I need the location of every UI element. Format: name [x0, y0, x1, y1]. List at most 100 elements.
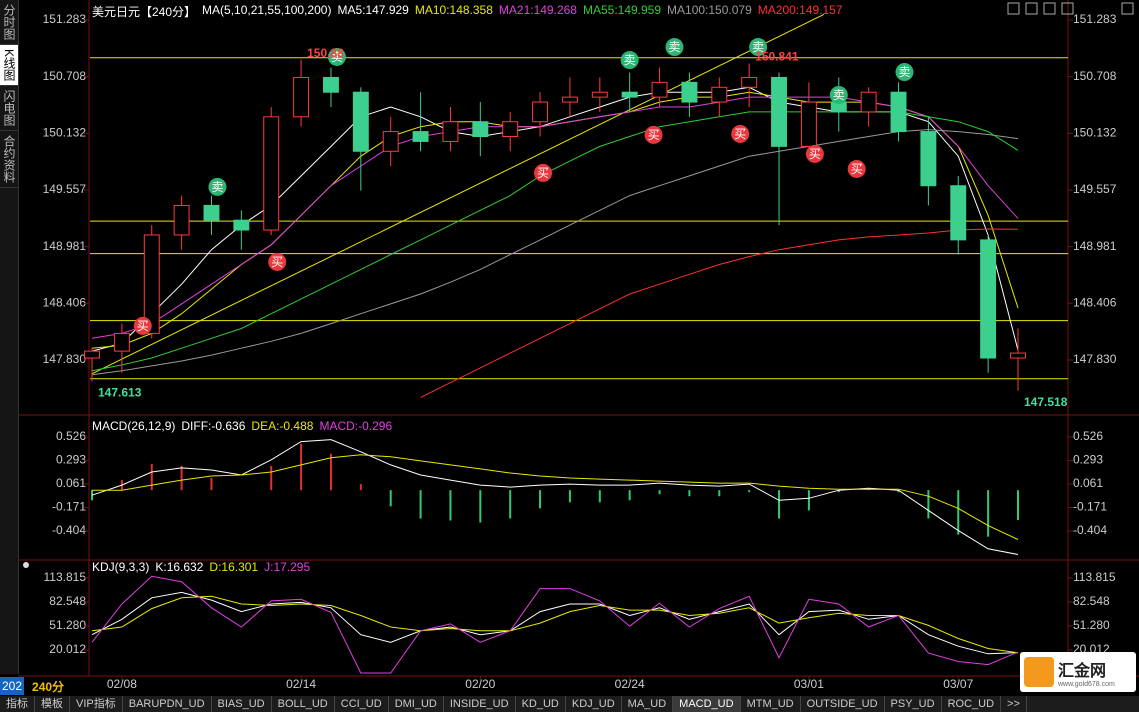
- indicator-tabs: 指标 模板 VIP指标 BARUPDN_UD BIAS_UD BOLL_UD CCI_UD D…: [0, 696, 1139, 712]
- candle-body: [591, 91, 608, 98]
- ma-line: [91, 91, 1019, 349]
- candle-body: [173, 204, 190, 236]
- macd-line: [92, 454, 1019, 540]
- logo-url: www.gold678.com: [1058, 680, 1115, 688]
- indicator-name: MA(5,10,21,55,100,200): [202, 3, 332, 17]
- y2-tick-label: 0.061: [1073, 476, 1103, 490]
- signal-marker: [665, 38, 684, 57]
- tab[interactable]: 指标: [0, 696, 35, 712]
- period[interactable]: 240分: [32, 679, 65, 694]
- y-tick-label: -0.404: [52, 523, 86, 537]
- sidebar-item[interactable]: 合约资料: [0, 131, 18, 189]
- y-tick-label: 147.830: [43, 352, 87, 366]
- tab[interactable]: PSY_UD: [885, 696, 942, 712]
- candle-body: [980, 239, 997, 359]
- panel-title: MACD(26,12,9): [92, 419, 176, 433]
- signal-marker: [327, 47, 346, 66]
- x-tick-label: 02/20: [465, 677, 495, 691]
- tab[interactable]: MTM_UD: [741, 696, 801, 712]
- price-label: 150.841: [755, 50, 799, 64]
- y2-tick-label: 0.293: [1073, 453, 1103, 467]
- tab[interactable]: INSIDE_UD: [444, 696, 516, 712]
- sidebar-item[interactable]: 闪电图: [0, 86, 18, 132]
- icon[interactable]: [1043, 2, 1056, 15]
- signal-label: 卖: [833, 88, 845, 102]
- icon[interactable]: [1007, 2, 1020, 15]
- candle-body: [84, 350, 100, 359]
- candle-body: [472, 121, 489, 138]
- y2-tick-label: 82.548: [1073, 594, 1110, 608]
- legend-entry: MA5:147.929: [337, 3, 409, 17]
- tab[interactable]: BARUPDN_UD: [123, 696, 212, 712]
- candle-body: [532, 101, 549, 123]
- y2-tick-label: 51.280: [1073, 618, 1110, 632]
- signal-label: 卖: [211, 180, 223, 194]
- signal-label: 卖: [898, 65, 910, 79]
- y2-tick-label: 148.981: [1073, 239, 1117, 253]
- y-tick-label: 82.548: [49, 594, 86, 608]
- candle-body: [741, 76, 758, 88]
- sidebar: 分时图 K线图 闪电图 合约资料: [0, 0, 19, 674]
- signal-marker: [805, 144, 824, 163]
- y-tick-label: -0.171: [52, 500, 86, 514]
- tab[interactable]: KD_UD: [516, 696, 566, 712]
- settings-dot[interactable]: [23, 562, 29, 568]
- candle-body: [382, 131, 399, 152]
- signal-label: 卖: [331, 50, 343, 64]
- y-tick-label: 113.815: [44, 570, 87, 584]
- tab[interactable]: OUTSIDE_UD: [801, 696, 885, 712]
- ma-line: [91, 86, 1019, 352]
- tab[interactable]: DMI_UD: [389, 696, 444, 712]
- tab[interactable]: CCI_UD: [335, 696, 389, 712]
- candle-body: [293, 76, 310, 118]
- macd-line: [91, 439, 1019, 555]
- candle-body: [711, 86, 728, 103]
- toolbar-icons: [23, 2, 1134, 568]
- tab[interactable]: >>: [1001, 696, 1027, 712]
- sidebar-item[interactable]: K线图: [0, 45, 18, 87]
- signal-label: 卖: [624, 53, 636, 67]
- candle-body: [203, 204, 220, 221]
- candle-body: [113, 332, 130, 352]
- legend-entry: D:16.301: [209, 560, 259, 574]
- signal-marker: [829, 85, 848, 104]
- y2-tick-label: -0.404: [1073, 523, 1107, 537]
- candle-body: [561, 96, 578, 103]
- candle-body: [860, 91, 877, 113]
- ma-line: [91, 129, 1019, 376]
- signal-label: 买: [809, 147, 821, 161]
- tab[interactable]: VIP指标: [70, 696, 123, 712]
- y-tick-label: 148.981: [43, 239, 87, 253]
- tab[interactable]: KDJ_UD: [566, 696, 622, 712]
- sidebar-item[interactable]: 分时图: [0, 0, 18, 45]
- kdj-line: [91, 595, 1019, 654]
- x-tick-label: 03/01: [794, 677, 824, 691]
- legend-entry: DIFF:-0.636: [181, 419, 246, 433]
- x-tick-label: 02/14: [286, 677, 316, 691]
- icon[interactable]: [1061, 2, 1074, 15]
- logo: 汇金网 www.gold678.com: [1020, 652, 1136, 692]
- tab[interactable]: BIAS_UD: [212, 696, 272, 712]
- status-code: 202: [0, 677, 25, 695]
- tab[interactable]: 模板: [35, 696, 70, 712]
- price-label: 150.88: [307, 46, 344, 60]
- ma-line: [91, 111, 1019, 372]
- signal-label: 买: [271, 255, 283, 269]
- tab[interactable]: MA_UD: [622, 696, 674, 712]
- icon[interactable]: [1121, 2, 1134, 15]
- panel-title: 美元日元【240分】: [92, 5, 197, 19]
- tab[interactable]: MACD_UD: [673, 696, 741, 712]
- signal-marker: [268, 252, 287, 271]
- y-tick-label: 150.708: [43, 69, 87, 83]
- candle-body: [651, 81, 668, 98]
- tab[interactable]: ROC_UD: [942, 696, 1002, 712]
- legend-entry: MA100:150.079: [667, 3, 752, 17]
- y-tick-label: 148.406: [43, 295, 87, 309]
- candle-body: [233, 219, 250, 231]
- logo-icon: [1024, 657, 1054, 687]
- y2-tick-label: 0.526: [1073, 429, 1103, 443]
- candle-body: [143, 234, 160, 334]
- signal-marker: [895, 63, 914, 82]
- icon[interactable]: [1025, 2, 1038, 15]
- tab[interactable]: BOLL_UD: [272, 696, 335, 712]
